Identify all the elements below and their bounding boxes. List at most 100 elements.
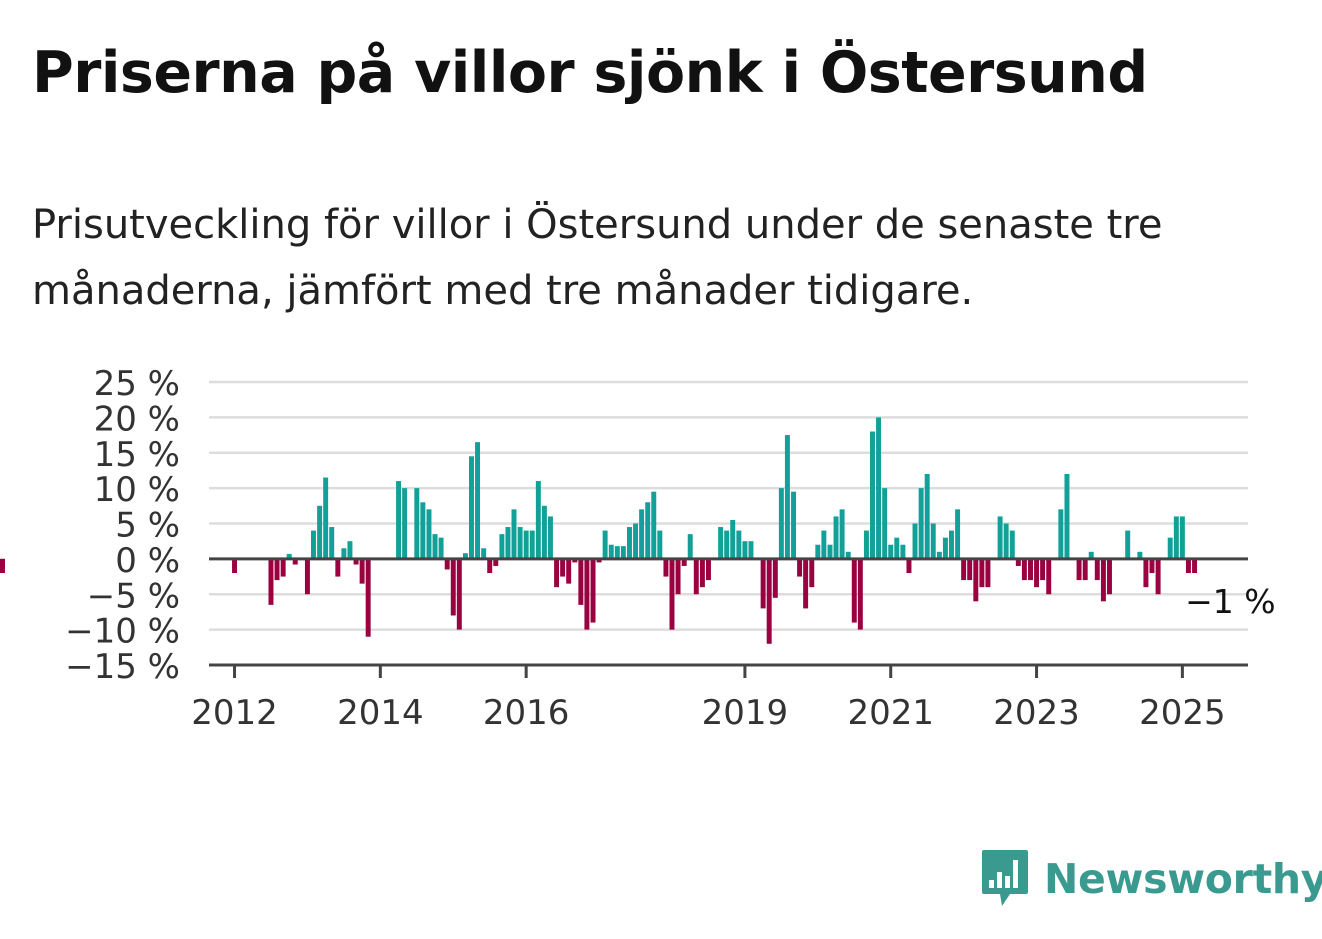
bar — [420, 502, 426, 559]
bar — [797, 558, 803, 577]
bar — [572, 558, 578, 563]
bar — [341, 548, 347, 559]
bar — [639, 509, 645, 559]
bar — [1058, 509, 1064, 559]
y-tick-label: −5 % — [87, 576, 180, 616]
bar — [523, 530, 529, 559]
bar — [304, 558, 310, 595]
bar — [936, 551, 942, 559]
bar — [906, 558, 912, 574]
bar — [529, 530, 535, 559]
bar — [0, 558, 5, 566]
y-tick-label: 0 % — [115, 541, 180, 581]
bar — [693, 558, 699, 595]
bar — [511, 509, 517, 559]
bar — [396, 481, 402, 559]
bar — [438, 537, 444, 559]
x-axis-ticks: 2012 2014 2016 2019 2021 2023 2025 — [191, 665, 1226, 733]
bar — [1192, 558, 1198, 574]
bar — [469, 456, 474, 559]
y-axis-ticks: −15 %−10 %−5 %0 %5 %10 %15 %20 %25 % — [65, 364, 180, 687]
bar — [329, 527, 335, 559]
bar — [718, 527, 724, 559]
bar — [845, 551, 851, 559]
y-tick-label: −15 % — [65, 647, 180, 687]
bar — [1082, 558, 1088, 581]
bar — [778, 488, 784, 559]
bar — [1106, 558, 1112, 595]
bar — [286, 553, 292, 559]
bar — [450, 558, 456, 616]
bar — [669, 558, 675, 630]
bar — [973, 558, 979, 602]
bar — [620, 546, 626, 559]
bar — [554, 558, 560, 588]
bar — [1021, 558, 1027, 581]
newsworthy-icon — [982, 850, 1028, 906]
bar — [851, 558, 857, 623]
bar — [675, 558, 681, 595]
bar — [1185, 558, 1191, 574]
bar — [827, 544, 833, 559]
bar — [730, 519, 736, 559]
chart-subtitle: Prisutveckling för villor i Östersund un… — [32, 202, 1163, 314]
bar — [742, 541, 748, 559]
bar — [1143, 558, 1149, 588]
y-tick-label: 25 % — [94, 364, 180, 404]
bar — [772, 558, 778, 598]
bar — [705, 558, 711, 581]
bar — [882, 488, 888, 559]
bar — [1100, 558, 1106, 602]
bar — [1088, 551, 1094, 559]
bar — [681, 558, 687, 566]
bar — [997, 516, 1003, 559]
bar — [353, 558, 359, 565]
bar — [1094, 558, 1100, 581]
bar — [724, 530, 730, 559]
bar — [985, 558, 991, 588]
x-tick-label: 2014 — [337, 693, 424, 733]
bar — [268, 558, 274, 605]
bar — [365, 558, 371, 637]
bar — [1028, 558, 1033, 581]
bar — [645, 502, 651, 559]
bar — [578, 558, 584, 605]
chart-title: Priserna på villor sjönk i Östersund — [32, 40, 1148, 106]
bar — [948, 530, 954, 559]
bar — [979, 558, 985, 588]
bar — [803, 558, 809, 609]
bars — [0, 417, 1198, 644]
y-tick-label: −10 % — [65, 612, 180, 652]
bar — [566, 558, 572, 584]
bar — [955, 509, 961, 559]
bar — [1137, 551, 1143, 559]
x-tick-label: 2012 — [191, 693, 278, 733]
bar — [1040, 558, 1046, 581]
brand-name: Newsworthy — [1044, 855, 1322, 903]
bar — [900, 544, 906, 559]
bar — [1003, 523, 1009, 559]
bar — [493, 558, 499, 566]
bar — [930, 523, 936, 559]
bar — [444, 558, 450, 570]
bar — [517, 527, 523, 559]
x-tick-label: 2021 — [847, 693, 934, 733]
bar — [584, 558, 590, 630]
bar — [505, 527, 511, 559]
bar — [809, 558, 815, 588]
annotations: −1 % — [1185, 582, 1276, 621]
bar — [432, 534, 438, 559]
bar — [590, 558, 596, 623]
bar — [1155, 558, 1161, 595]
bar — [894, 537, 900, 559]
bar — [833, 516, 839, 559]
bar — [462, 553, 468, 559]
bar — [687, 534, 693, 559]
bar — [402, 488, 408, 559]
axes — [209, 557, 1248, 667]
bar — [232, 558, 238, 574]
bar — [347, 541, 353, 559]
bar — [602, 530, 608, 559]
last-value-label: −1 % — [1185, 582, 1276, 621]
bar — [1149, 558, 1155, 574]
